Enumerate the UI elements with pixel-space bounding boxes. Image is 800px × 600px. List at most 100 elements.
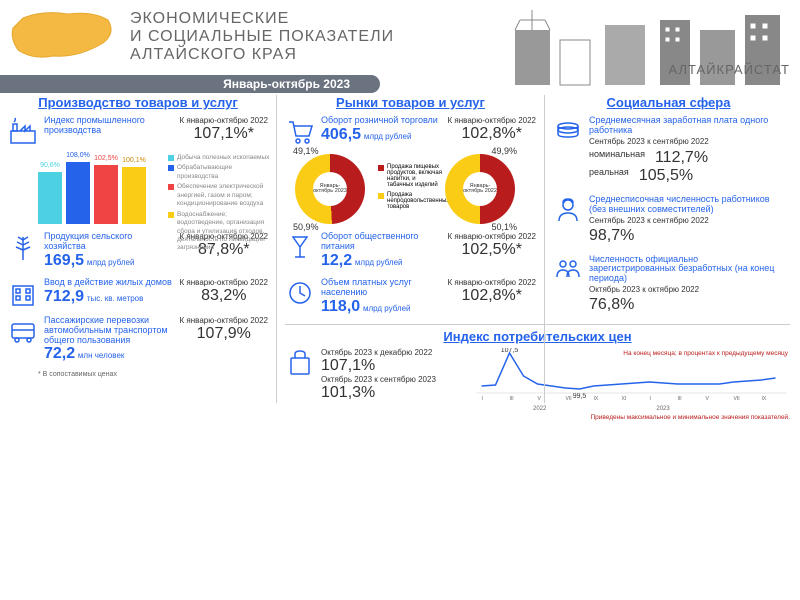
item-value: 72,2	[44, 345, 75, 362]
social-ref: Октябрь 2023 к октябрю 2022	[589, 285, 784, 294]
legend-text: Добыча полезных ископаемых	[177, 154, 269, 162]
svg-text:III: III	[510, 396, 514, 402]
legend-text: Продажа непродовольственных товаров	[387, 192, 449, 210]
donut-left: Январь-октябрь 2023	[295, 154, 365, 224]
bar-label: 100,1%	[122, 157, 146, 164]
peak-label: 107,5	[501, 348, 519, 354]
social-label: Среднемесячная заработная плата одного р…	[589, 116, 784, 136]
legend-text: Водоснабжение; водоотведение, организаци…	[177, 211, 273, 253]
unemployed: Численность официально зарегистрированны…	[553, 255, 784, 315]
item-ref: К январю-октябрю 2022	[180, 278, 268, 287]
title-line: АЛТАЙСКОГО КРАЯ	[130, 46, 394, 64]
social-column: Социальная сфера Среднемесячная заработн…	[544, 95, 784, 403]
industrial-bar-chart: 90,6% 108,0% 102,5% 100,1% Добыча полезн…	[38, 154, 158, 224]
footnote: * В сопоставимых ценах	[38, 371, 268, 378]
bus-icon	[8, 316, 38, 346]
donut-label: 50,1%	[491, 222, 517, 232]
catering: Оборот общественного питания 12,2 млрд р…	[285, 232, 536, 270]
donut-center: Январь-октябрь 2022	[463, 172, 497, 206]
salary: Среднемесячная заработная плата одного р…	[553, 116, 784, 185]
donut-label: 49,1%	[293, 146, 319, 156]
transport: Пассажирские перевозки автомобильным тра…	[8, 316, 268, 364]
item-value: 406,5	[321, 126, 361, 143]
services-icon	[285, 278, 315, 308]
item-pct: 102,8%*	[448, 287, 536, 305]
label: реальная	[589, 167, 629, 177]
coins-icon	[553, 116, 583, 146]
industrial-index: Индекс промышленного производства К янва…	[8, 116, 268, 146]
section-title: Социальная сфера	[553, 95, 784, 110]
item-ref: К январю-октябрю 2022	[448, 116, 536, 125]
social-val: 105,5%	[639, 167, 693, 185]
donut-legend: Продажа пищевых продуктов, включая напит…	[378, 164, 443, 212]
cpi-val: 107,1%	[321, 357, 436, 375]
section-title: Производство товаров и услуг	[8, 95, 268, 110]
item-unit: млрд рублей	[364, 132, 412, 141]
period-bar: Январь-октябрь 2023	[0, 75, 380, 93]
item-ref: К январю-октябрю 2022	[448, 232, 536, 241]
item-unit: млрд рублей	[87, 258, 135, 267]
donut-center: Январь-октябрь 2023	[313, 172, 347, 206]
svg-text:I: I	[482, 396, 483, 402]
production-column: Производство товаров и услуг Индекс пром…	[8, 95, 268, 403]
social-val: 98,7%	[589, 227, 784, 245]
bar-label: 102,5%	[94, 155, 118, 162]
social-val: 112,7%	[655, 149, 708, 167]
item-unit: млрд рублей	[355, 258, 403, 267]
legend-text: Продажа пищевых продуктов, включая напит…	[387, 164, 443, 188]
item-value: 712,9	[44, 288, 84, 305]
bar-label: 90,6%	[38, 162, 62, 169]
item-unit: тыс. кв. метров	[87, 294, 144, 303]
cpi-footer: Приведены максимальное и минимальное зна…	[473, 414, 790, 421]
legend-text: Обеспечение электрической энергией, газо…	[177, 183, 273, 208]
donut-right: Январь-октябрь 2022	[445, 154, 515, 224]
wheat-icon	[8, 232, 38, 262]
svg-text:V: V	[538, 396, 542, 402]
year-label: 2023	[656, 406, 669, 412]
content: Производство товаров и услуг Индекс пром…	[0, 90, 800, 408]
cpi-val: 101,3%	[321, 384, 436, 402]
item-label: Оборот общественного питания	[321, 232, 442, 252]
item-pct: 83,2%	[180, 287, 268, 305]
item-label: Индекс промышленного производства	[44, 116, 174, 136]
item-label: Ввод в действие жилых домов	[44, 278, 174, 288]
worker-icon	[553, 195, 583, 225]
item-pct: 102,8%*	[448, 125, 536, 143]
item-unit: млрд рублей	[363, 304, 411, 313]
bar-label: 108,0%	[66, 152, 90, 159]
item-pct: 107,9%	[180, 325, 268, 343]
bar-legend: Добыча полезных ископаемых Обрабатывающи…	[168, 154, 273, 255]
item-label: Продукция сельского хозяйства	[44, 232, 174, 252]
building-icon	[8, 278, 38, 308]
section-title: Рынки товаров и услуг	[285, 95, 536, 110]
org-label: АЛТАЙКРАЙСТАТ	[669, 62, 790, 77]
item-value: 118,0	[321, 298, 360, 315]
cpi-ref: Октябрь 2023 к сентябрю 2023	[321, 375, 436, 384]
label: номинальная	[589, 149, 645, 159]
glass-icon	[285, 232, 315, 262]
item-label: Оборот розничной торговли	[321, 116, 442, 126]
donut-charts: 49,1% Январь-октябрь 2023 50,9% Продажа …	[295, 154, 536, 224]
cityscape-icon	[510, 5, 790, 90]
year-label: 2022	[533, 406, 546, 412]
markets-column: Рынки товаров и услуг Оборот розничной т…	[276, 95, 536, 403]
bag-icon	[285, 348, 315, 378]
item-label: Объем платных услуг населению	[321, 278, 442, 298]
item-pct: 102,5%*	[448, 241, 536, 259]
factory-icon	[8, 116, 38, 146]
housing: Ввод в действие жилых домов 712,9 тыс. к…	[8, 278, 268, 308]
title-line: И СОЦИАЛЬНЫЕ ПОКАЗАТЕЛИ	[130, 28, 394, 46]
social-ref: Сентябрь 2023 к сентябрю 2022	[589, 216, 784, 225]
donut-label: 49,9%	[491, 146, 517, 156]
cpi-ref: Октябрь 2023 к декабрю 2022	[321, 348, 436, 357]
item-value: 12,2	[321, 252, 352, 269]
donut-label: 50,9%	[293, 222, 319, 232]
header: ЭКОНОМИЧЕСКИЕ И СОЦИАЛЬНЫЕ ПОКАЗАТЕЛИ АЛ…	[0, 0, 800, 90]
item-ref: К январю-октябрю 2022	[180, 316, 268, 325]
item-label: Пассажирские перевозки автомобильным тра…	[44, 316, 174, 346]
people-icon	[553, 255, 583, 285]
services: Объем платных услуг населению 118,0 млрд…	[285, 278, 536, 316]
retail: Оборот розничной торговли 406,5 млрд руб…	[285, 116, 536, 146]
main-title: ЭКОНОМИЧЕСКИЕ И СОЦИАЛЬНЫЕ ПОКАЗАТЕЛИ АЛ…	[130, 10, 394, 64]
legend-text: Обрабатывающие производства	[177, 164, 273, 181]
